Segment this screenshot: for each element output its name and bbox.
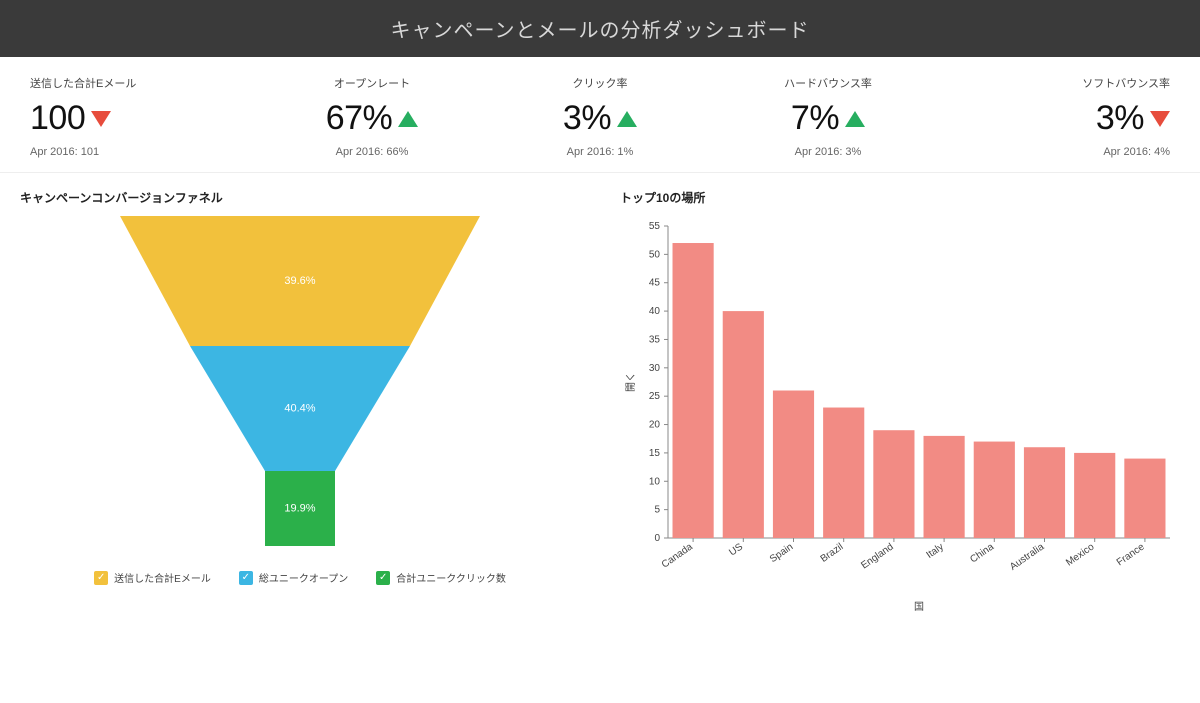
y-tick-label: 35 <box>649 334 661 345</box>
bar <box>1124 459 1165 538</box>
bar <box>823 408 864 538</box>
bar <box>1024 447 1065 538</box>
trend-down-icon <box>91 111 111 127</box>
kpi-value: 67% <box>326 99 393 138</box>
legend-label: 合計ユニーククリック数 <box>396 570 506 585</box>
x-tick-label: Italy <box>924 541 945 561</box>
bar <box>673 243 714 538</box>
kpi-label: クリック率 <box>486 75 714 91</box>
x-tick-label: Canada <box>660 541 695 570</box>
legend-swatch: ✓ <box>376 571 390 585</box>
funnel-chart: 39.6% 40.4% 19.9% ✓ 送信した合計Eメール ✓ 総ユニークオープン ✓ 合計… <box>20 216 580 596</box>
kpi-compare: Apr 2016: 3% <box>714 146 942 158</box>
kpi-compare: Apr 2016: 4% <box>942 146 1170 158</box>
bar <box>773 391 814 538</box>
kpi-compare: Apr 2016: 66% <box>258 146 486 158</box>
kpi-card: ハードバウンス率 7% Apr 2016: 3% <box>714 75 942 158</box>
trend-up-icon <box>617 111 637 127</box>
kpi-value: 7% <box>791 99 839 138</box>
funnel-panel: キャンペーンコンバージョンファネル 39.6% 40.4% 19.9% ✓ 送信した合… <box>0 173 600 636</box>
barchart-panel: トップ10の場所 0 5 10 15 20 25 30 35 40 45 50 55 Canada US S… <box>600 173 1200 636</box>
funnel-title: キャンペーンコンバージョンファネル <box>20 189 580 206</box>
y-tick-label: 5 <box>654 505 660 516</box>
x-tick-label: Spain <box>768 541 795 565</box>
y-tick-label: 25 <box>649 391 661 402</box>
x-tick-label: Mexico <box>1064 541 1097 568</box>
kpi-label: オープンレート <box>258 75 486 91</box>
x-tick-label: Brazil <box>819 541 846 564</box>
trend-up-icon <box>845 111 865 127</box>
kpi-card: 送信した合計Eメール 100 Apr 2016: 101 <box>30 75 258 158</box>
legend-label: 送信した合計Eメール <box>114 570 211 585</box>
kpi-value: 3% <box>1096 99 1144 138</box>
dashboard-title: キャンペーンとメールの分析ダッシュボード <box>391 20 810 42</box>
kpi-compare: Apr 2016: 101 <box>30 146 258 158</box>
x-tick-label: France <box>1115 541 1147 568</box>
y-tick-label: 45 <box>649 278 661 289</box>
dashboard-header: キャンペーンとメールの分析ダッシュボード <box>0 0 1200 57</box>
kpi-compare: Apr 2016: 1% <box>486 146 714 158</box>
x-tick-label: US <box>727 541 745 558</box>
kpi-value: 3% <box>563 99 611 138</box>
y-tick-label: 10 <box>649 476 661 487</box>
kpi-value: 100 <box>30 99 85 138</box>
kpi-card: ソフトバウンス率 3% Apr 2016: 4% <box>942 75 1170 158</box>
kpi-card: オープンレート 67% Apr 2016: 66% <box>258 75 486 158</box>
kpi-label: ハードバウンス率 <box>714 75 942 91</box>
y-tick-label: 50 <box>649 249 661 260</box>
trend-up-icon <box>398 111 418 127</box>
funnel-stage-label: 39.6% <box>284 275 315 287</box>
kpi-label: ソフトバウンス率 <box>942 75 1170 91</box>
y-tick-label: 15 <box>649 448 661 459</box>
bar <box>1074 453 1115 538</box>
legend-item: ✓ 送信した合計Eメール <box>94 570 211 585</box>
funnel-legend: ✓ 送信した合計Eメール ✓ 総ユニークオープン ✓ 合計ユニーククリック数 <box>94 570 506 585</box>
y-axis-label: 開く <box>625 372 637 392</box>
y-tick-label: 20 <box>649 420 661 431</box>
bar <box>924 436 965 538</box>
bar-chart: 0 5 10 15 20 25 30 35 40 45 50 55 Canada US Spain Brazi… <box>620 216 1180 626</box>
y-tick-label: 30 <box>649 363 661 374</box>
barchart-title: トップ10の場所 <box>620 189 1180 206</box>
trend-down-icon <box>1150 111 1170 127</box>
legend-swatch: ✓ <box>94 571 108 585</box>
bar <box>723 311 764 538</box>
x-axis-label: 国 <box>914 601 924 613</box>
bar <box>873 430 914 538</box>
x-tick-label: Australia <box>1008 541 1047 573</box>
kpi-card: クリック率 3% Apr 2016: 1% <box>486 75 714 158</box>
kpi-row: 送信した合計Eメール 100 Apr 2016: 101 オープンレート 67% Apr … <box>0 57 1200 173</box>
panels: キャンペーンコンバージョンファネル 39.6% 40.4% 19.9% ✓ 送信した合… <box>0 173 1200 636</box>
x-tick-label: England <box>859 541 895 571</box>
y-tick-label: 0 <box>654 533 660 544</box>
legend-item: ✓ 合計ユニーククリック数 <box>376 570 506 585</box>
legend-label: 総ユニークオープン <box>259 570 348 585</box>
funnel-stage-label: 19.9% <box>284 502 315 514</box>
legend-swatch: ✓ <box>239 571 253 585</box>
kpi-label: 送信した合計Eメール <box>30 75 258 91</box>
x-tick-label: China <box>968 541 996 565</box>
bar <box>974 442 1015 538</box>
y-tick-label: 40 <box>649 306 661 317</box>
funnel-stage-label: 40.4% <box>284 402 315 414</box>
y-tick-label: 55 <box>649 221 661 232</box>
legend-item: ✓ 総ユニークオープン <box>239 570 348 585</box>
